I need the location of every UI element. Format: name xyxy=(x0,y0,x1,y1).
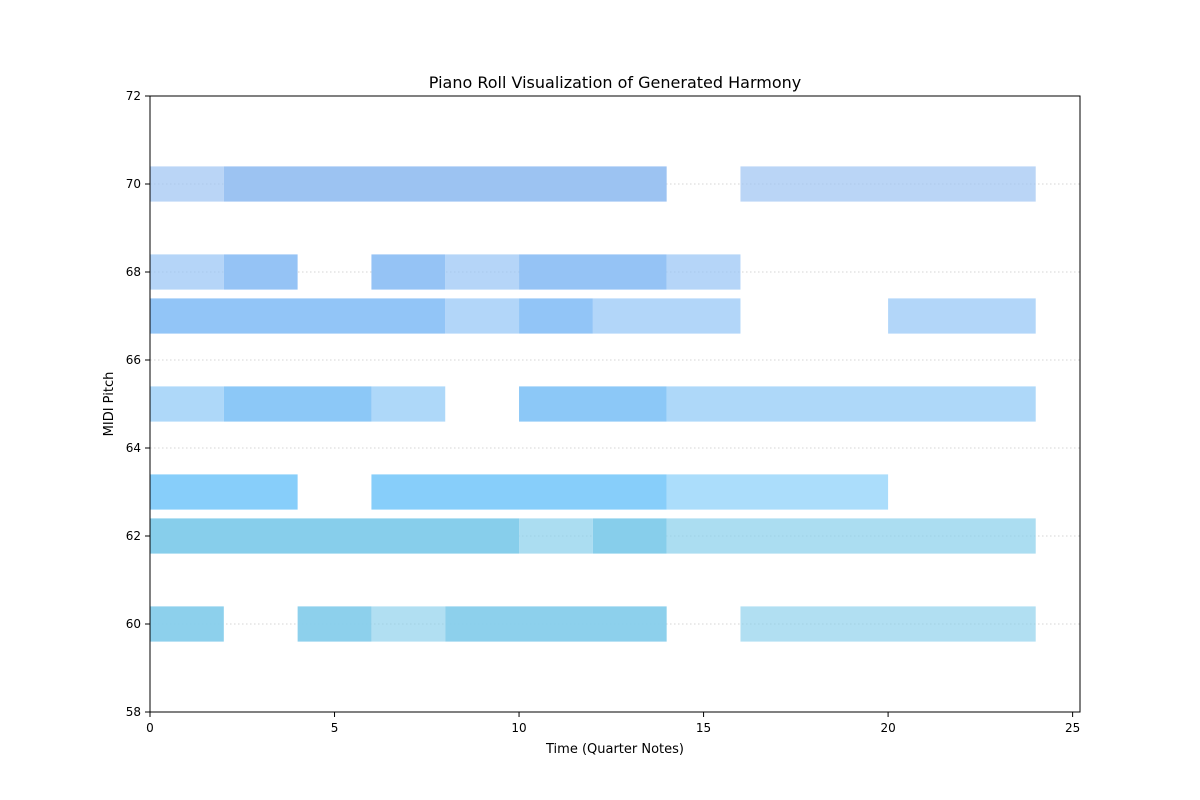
x-tick-label: 25 xyxy=(1065,721,1080,735)
note-bar xyxy=(592,518,667,554)
note-bar xyxy=(445,298,520,334)
y-tick-label: 72 xyxy=(126,89,141,103)
note-bar xyxy=(371,474,667,510)
note-bar xyxy=(445,606,667,642)
note-bar xyxy=(150,518,520,554)
note-bar xyxy=(371,606,446,642)
note-bar xyxy=(519,254,667,290)
chart-title: Piano Roll Visualization of Generated Ha… xyxy=(429,73,801,92)
y-tick-label: 62 xyxy=(126,529,141,543)
note-bar xyxy=(666,518,1036,554)
x-tick-label: 0 xyxy=(146,721,154,735)
note-bar xyxy=(150,386,224,422)
note-bar xyxy=(371,386,446,422)
note-bar xyxy=(223,386,372,422)
y-ticks: 58 60 62 64 66 68 70 72 xyxy=(126,89,150,719)
note-bar xyxy=(371,254,446,290)
note-bar xyxy=(740,166,1036,202)
note-bar xyxy=(592,298,741,334)
note-bar xyxy=(150,254,224,290)
x-tick-label: 20 xyxy=(880,721,895,735)
x-axis-label: Time (Quarter Notes) xyxy=(545,742,684,757)
y-tick-label: 58 xyxy=(126,705,141,719)
note-bar xyxy=(150,298,446,334)
y-tick-label: 60 xyxy=(126,617,141,631)
note-bar xyxy=(666,386,1036,422)
x-ticks: 0 5 10 15 20 25 xyxy=(146,712,1080,735)
note-bar xyxy=(519,386,667,422)
note-bar xyxy=(519,518,593,554)
note-bars xyxy=(150,166,1036,642)
y-tick-label: 68 xyxy=(126,265,141,279)
note-bar xyxy=(150,606,224,642)
y-axis-label: MIDI Pitch xyxy=(102,372,117,437)
x-tick-label: 15 xyxy=(696,721,711,735)
note-bar xyxy=(666,474,889,510)
note-bar xyxy=(223,254,298,290)
note-bar xyxy=(297,606,372,642)
note-bar xyxy=(740,606,1036,642)
note-bar xyxy=(666,254,741,290)
x-tick-label: 5 xyxy=(331,721,339,735)
note-bar xyxy=(445,254,520,290)
note-bar xyxy=(519,298,593,334)
note-bar xyxy=(223,166,667,202)
y-tick-label: 70 xyxy=(126,177,141,191)
x-tick-label: 10 xyxy=(511,721,526,735)
y-tick-label: 66 xyxy=(126,353,141,367)
note-bar xyxy=(150,474,298,510)
note-bar xyxy=(150,166,224,202)
plot-frame xyxy=(149,95,1081,713)
y-tick-label: 64 xyxy=(126,441,141,455)
note-bar xyxy=(888,298,1036,334)
